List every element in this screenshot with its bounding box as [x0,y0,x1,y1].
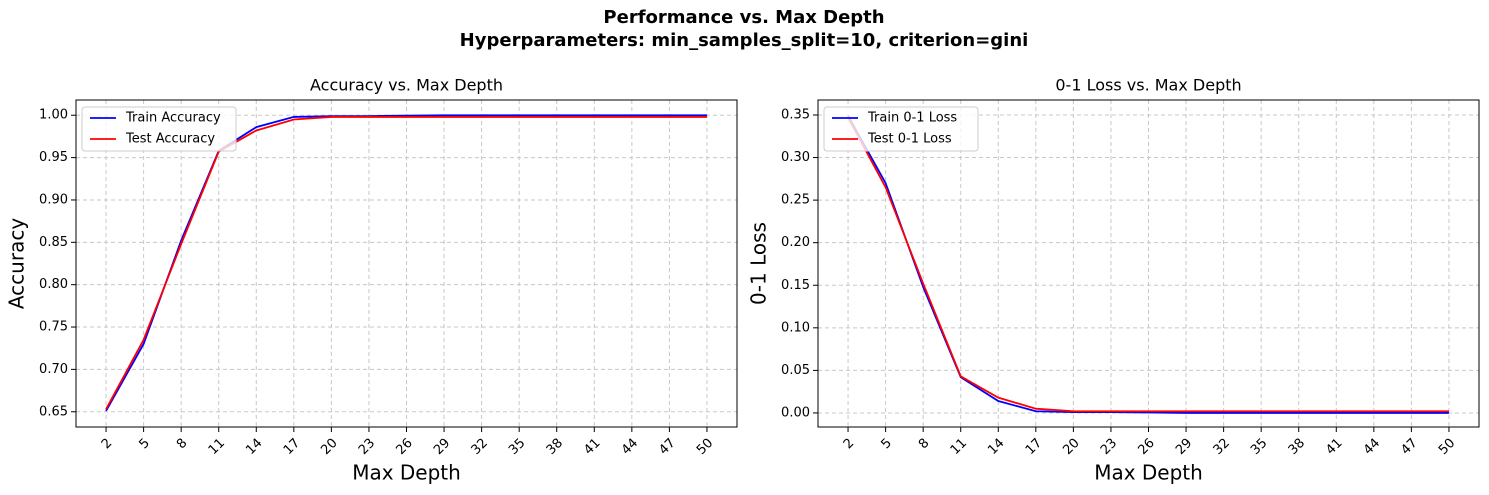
legend-label: Train 0-1 Loss [867,111,957,126]
x-axis-label: Max Depth [352,461,461,485]
figure-subtitle: Hyperparameters: min_samples_split=10, c… [460,30,1029,51]
y-tick-label: 0.75 [39,320,68,335]
y-axis-label: Accuracy [5,218,29,309]
plot-frame [817,99,1480,428]
series-line [105,116,707,410]
y-tick-label: 0.95 [39,150,68,165]
y-tick-label: 0.35 [781,107,810,122]
legend-label: Test 0-1 Loss [867,132,952,147]
legend-box [81,106,237,152]
x-axis-label: Max Depth [1094,461,1203,485]
y-tick-label: 0.85 [39,235,68,250]
y-tick-label: 0.10 [781,320,810,335]
y-tick-label: 0.65 [39,404,68,419]
figure-title: Performance vs. Max Depth [603,7,884,28]
legend-label: Test Accuracy [125,132,215,147]
y-tick-label: 0.05 [781,363,810,378]
y-tick-label: 0.25 [781,193,810,208]
y-tick-label: 1.00 [39,108,68,123]
subplot-title: 0-1 Loss vs. Max Depth [1055,76,1241,95]
y-axis-label: 0-1 Loss [747,222,771,305]
y-tick-label: 0.15 [781,278,810,293]
series-line [847,117,1449,413]
legend-box [823,106,979,152]
y-tick-label: 0.20 [781,235,810,250]
y-tick-label: 0.90 [39,192,68,207]
y-tick-label: 0.30 [781,150,810,165]
y-tick-label: 0.00 [781,405,810,420]
y-tick-label: 0.80 [39,277,68,292]
plot-frame [75,99,738,428]
y-tick-label: 0.70 [39,362,68,377]
subplot-title: Accuracy vs. Max Depth [310,76,503,95]
legend-label: Train Accuracy [125,111,221,126]
